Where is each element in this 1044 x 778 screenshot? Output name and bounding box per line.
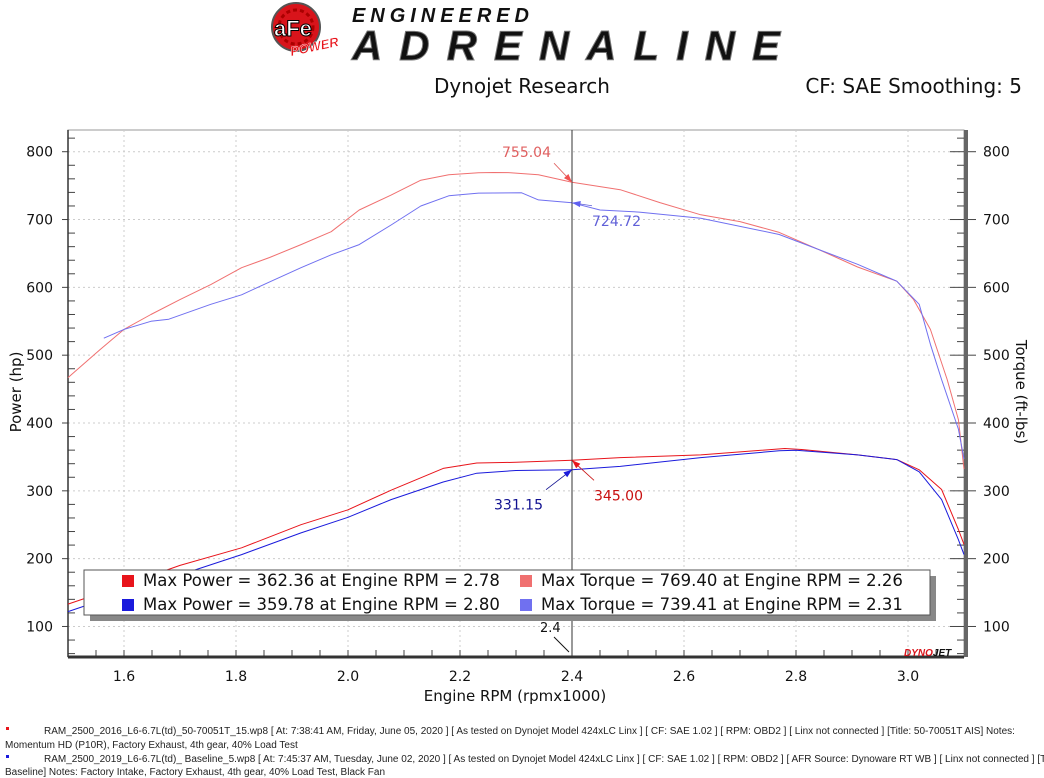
svg-text:DYNOJET: DYNOJET	[904, 648, 952, 659]
y-left-tick-label: 100	[26, 619, 53, 635]
footer-run1-line2: Momentum HD (P10R), Factory Exhaust, 4th…	[5, 740, 298, 751]
dynojet-watermark: DYNOJET	[904, 648, 952, 659]
y-left-tick-label: 300	[26, 484, 53, 500]
svg-text:aFe: aFe	[274, 16, 312, 41]
x-tick-label: 2.2	[449, 669, 471, 685]
y-left-tick-label: 700	[26, 213, 53, 229]
chart-right-title: CF: SAE Smoothing: 5	[805, 74, 1022, 98]
y-right-tick-label: 300	[983, 484, 1010, 500]
annotation-run1_torque: 755.04	[502, 145, 551, 161]
y-left-tick-label: 800	[26, 145, 53, 161]
legend-swatch-run2-power	[122, 599, 134, 611]
afe-logo: aFe POWER	[271, 2, 341, 59]
x-tick-label: 1.8	[225, 669, 247, 685]
series-line-run2_torque	[103, 192, 965, 460]
legend: Max Power = 362.36 at Engine RPM = 2.78 …	[83, 569, 936, 621]
y-right-tick-label: 400	[983, 416, 1010, 432]
y-left-tick-label: 600	[26, 280, 53, 296]
footer-run2-line1: RAM_2500_2019_L6-6.7L(td)_ Baseline_5.wp…	[44, 754, 1044, 765]
run2-color-dot	[6, 755, 9, 758]
y-right-axis-bar	[964, 130, 968, 657]
x-tick-label: 2.6	[673, 669, 695, 685]
y-left-tick-label: 400	[26, 416, 53, 432]
legend-run1-torque: Max Torque = 769.40 at Engine RPM = 2.26	[541, 571, 903, 590]
annotation-arrow	[563, 173, 572, 183]
y-right-tick-label: 600	[983, 280, 1010, 296]
y-axis-left-label: Power (hp)	[7, 352, 25, 433]
adrenaline-logo: ENGINEERED ADRENALINE	[351, 5, 783, 70]
y-right-tick-label: 500	[983, 348, 1010, 364]
annotation-arrow	[563, 469, 572, 478]
footer-run1-line1: RAM_2500_2016_L6-6.7L(td)_50-70051T_15.w…	[44, 726, 1015, 737]
annotation-run2_torque: 724.72	[592, 214, 641, 230]
legend-run1-power: Max Power = 362.36 at Engine RPM = 2.78	[143, 571, 500, 590]
y-left-tick-label: 200	[26, 552, 53, 568]
y-left-tick-label: 500	[26, 348, 53, 364]
x-tick-label: 1.6	[113, 669, 135, 685]
legend-swatch-run1-power	[122, 575, 134, 587]
annotation-arrow	[572, 200, 581, 208]
footer-run2-line2: Baseline] Notes: Factory Intake, Factory…	[5, 767, 386, 778]
cursor-x-label: 2.4	[540, 621, 561, 636]
legend-run2-torque: Max Torque = 739.41 at Engine RPM = 2.31	[541, 595, 903, 614]
run1-color-dot	[6, 727, 9, 730]
chart-left-title: Dynojet Research	[434, 74, 610, 98]
logo-tagline-main: ADRENALINE	[351, 22, 782, 69]
x-tick-label: 3.0	[897, 669, 919, 685]
axes: 1.6 1.8 2.0 2.2 2.4 2.6 2.8 3.0 100 100 200 200 300 3…	[26, 130, 1010, 685]
y-right-tick-label: 800	[983, 145, 1010, 161]
x-tick-label: 2.4	[561, 669, 583, 685]
annotation-arrow	[572, 460, 581, 469]
annotation-run1_power: 345.00	[594, 488, 643, 504]
annotation-run2_power: 331.15	[494, 498, 543, 514]
logo-tagline-top: ENGINEERED	[352, 5, 530, 27]
cursor-x-arrow	[553, 636, 570, 653]
y-right-tick-label: 100	[983, 619, 1010, 635]
x-axis-label: Engine RPM (rpmx1000)	[424, 687, 606, 705]
legend-swatch-run2-torque	[520, 599, 532, 611]
y-right-tick-label: 700	[983, 213, 1010, 229]
legend-run2-power: Max Power = 359.78 at Engine RPM = 2.80	[143, 595, 500, 614]
y-right-tick-label: 200	[983, 552, 1010, 568]
y-axis-right-label: Torque (ft-lbs)	[1012, 339, 1030, 444]
cursor-annotations: 2.4 755.04 724.72 345.00 331.15	[494, 130, 643, 657]
legend-swatch-run1-torque	[520, 575, 532, 587]
x-tick-label: 2.0	[337, 669, 359, 685]
grid	[67, 129, 965, 658]
x-tick-label: 2.8	[785, 669, 807, 685]
plot-area	[67, 129, 965, 658]
